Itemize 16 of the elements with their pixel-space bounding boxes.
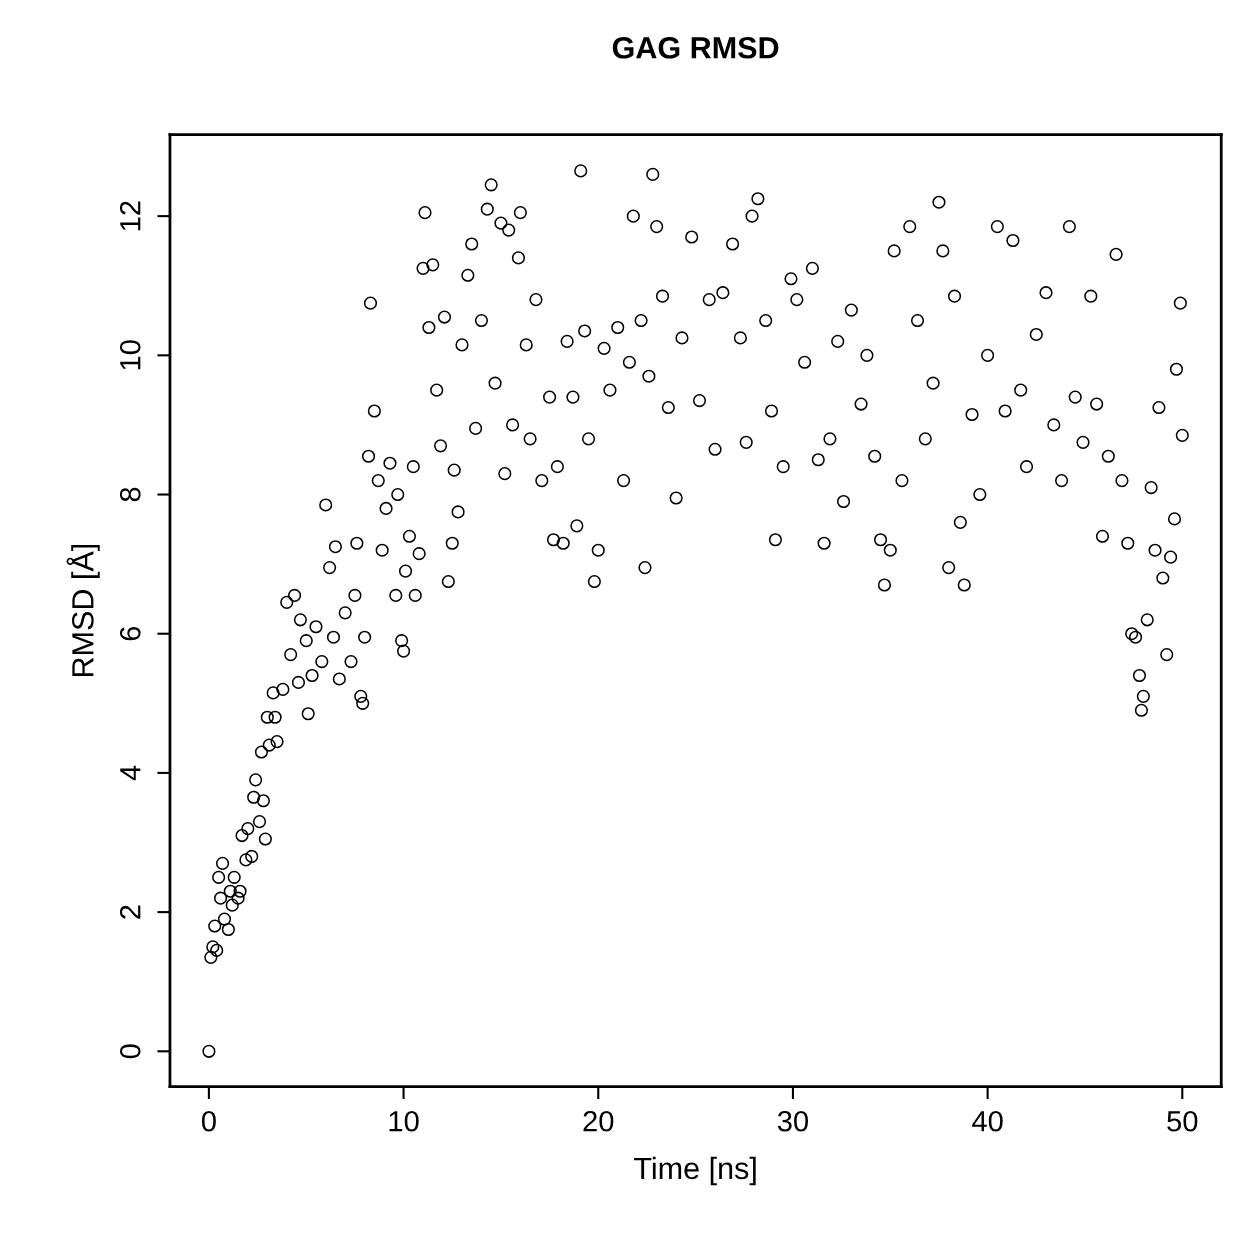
x-tick-label: 10 xyxy=(389,1110,419,1132)
x-axis-title: Time [ns] xyxy=(634,1156,756,1186)
y-tick-label: 12 xyxy=(119,201,141,231)
x-tick-label: 40 xyxy=(972,1110,1003,1132)
y-tick-label: 8 xyxy=(119,487,141,502)
x-tick-label: 0 xyxy=(201,1110,216,1132)
y-tick-label: 2 xyxy=(119,905,141,919)
x-tick-label: 30 xyxy=(777,1110,809,1132)
chart-title: GAG RMSD xyxy=(612,36,779,59)
y-tick-label: 0 xyxy=(119,1044,141,1059)
x-tick-label: 20 xyxy=(583,1110,614,1132)
y-tick-label: 4 xyxy=(120,765,141,781)
y-tick-label: 6 xyxy=(119,626,141,641)
x-tick-label: 50 xyxy=(1167,1110,1198,1132)
y-tick-label: 10 xyxy=(119,340,141,370)
y-axis-title: RMSD [Å] xyxy=(66,544,100,677)
